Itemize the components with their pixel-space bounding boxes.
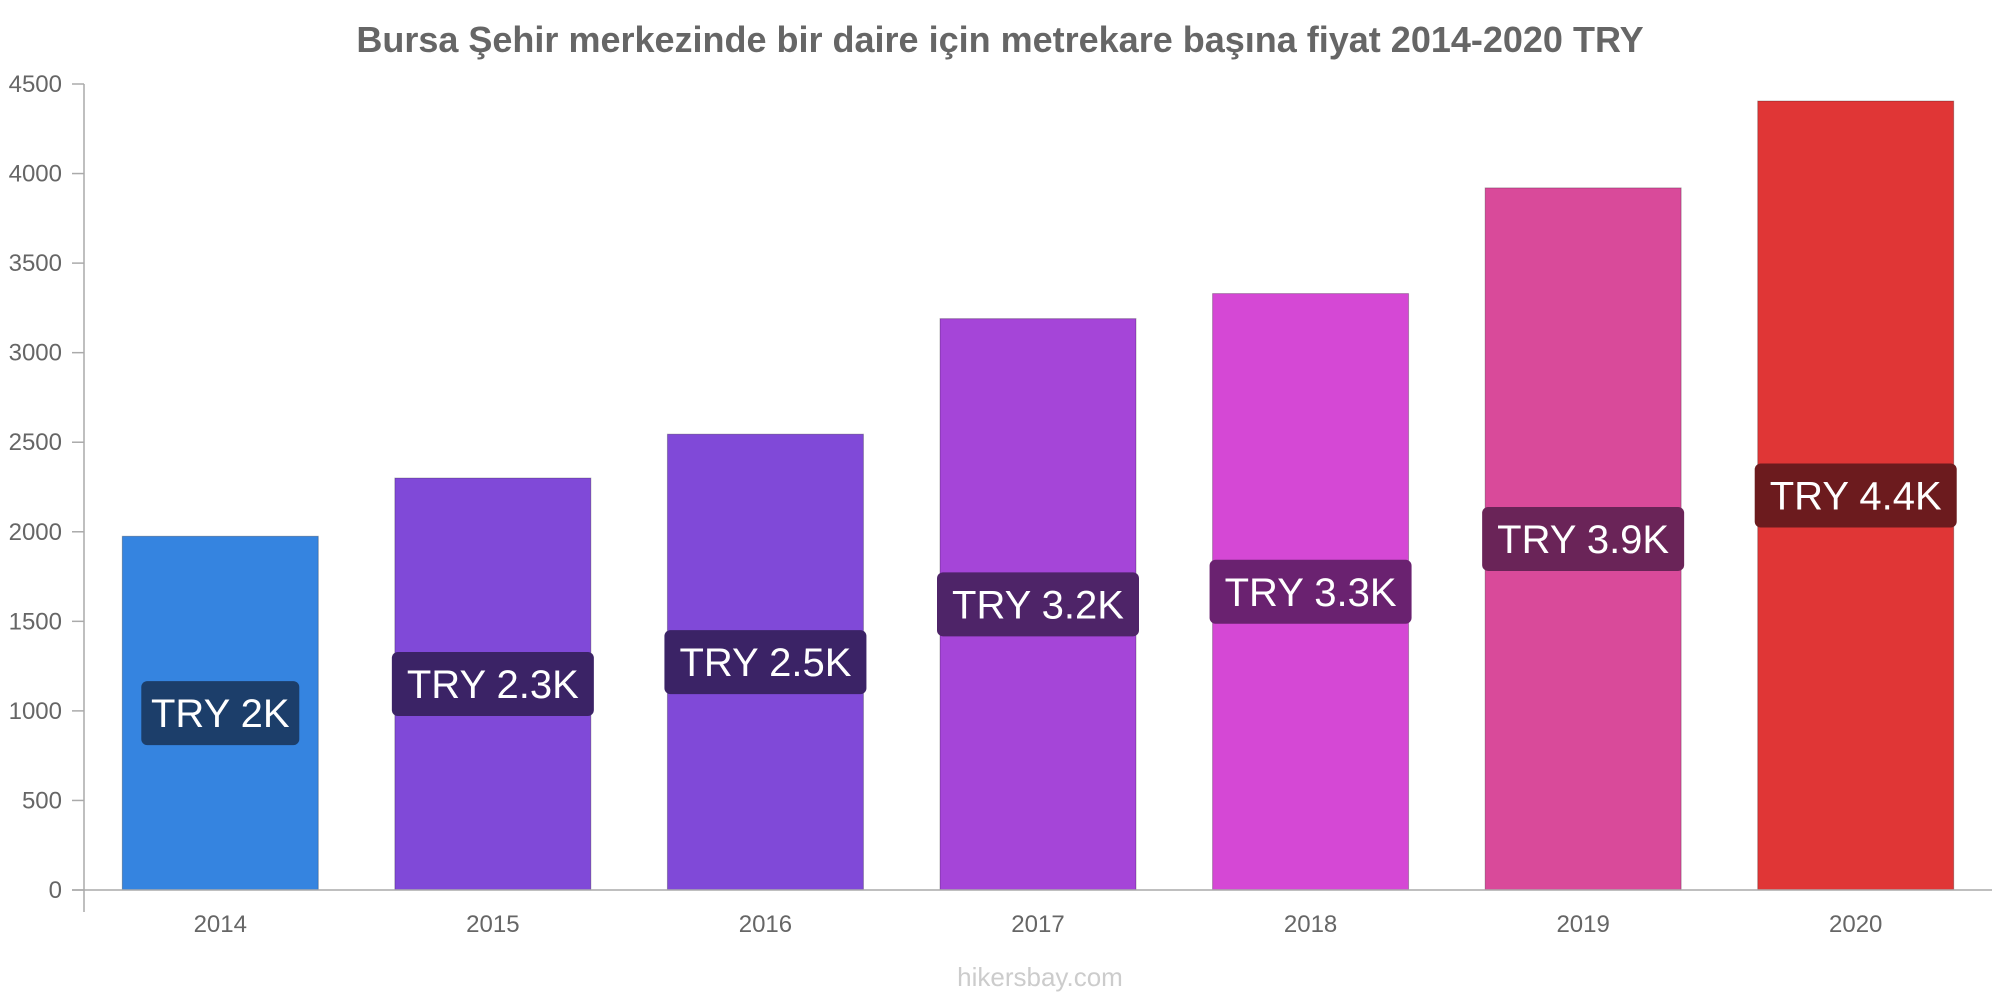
x-tick-label: 2016 <box>739 911 792 938</box>
x-tick-label: 2019 <box>1556 911 1609 938</box>
data-label: TRY 3.9K <box>1497 518 1669 562</box>
data-label-box <box>664 630 867 695</box>
y-tick-label: 3000 <box>9 340 62 367</box>
data-label-box <box>937 572 1139 637</box>
chart-title: Bursa Şehir merkezinde bir daire için me… <box>356 19 1643 60</box>
y-tick-label: 2500 <box>9 429 62 456</box>
y-tick-label: 1500 <box>9 608 62 635</box>
y-axis: 0 500 1000 1500 2000 2500 3000 3500 4000 4500 <box>9 71 85 912</box>
data-label: TRY 4.4K <box>1770 475 1942 519</box>
y-tick-label: 0 <box>49 877 62 904</box>
data-label-box <box>1754 463 1957 528</box>
x-tick-label: 2014 <box>194 911 247 938</box>
data-label: TRY 3.3K <box>1225 571 1397 615</box>
y-tick-label: 1000 <box>9 698 62 725</box>
x-tick-label: 2017 <box>1011 911 1064 938</box>
y-tick-label: 3500 <box>9 250 62 277</box>
y-tick-label: 2000 <box>9 519 62 546</box>
bars <box>121 100 1955 891</box>
data-labels: TRY 2K TRY 2.3K TRY 2.5K TRY 3.2K TRY 3.3K TR… <box>141 463 1957 746</box>
y-tick-label: 4000 <box>9 161 62 188</box>
data-label-box <box>141 681 300 746</box>
y-tick-label: 500 <box>22 787 62 814</box>
x-tick-label: 2018 <box>1284 911 1337 938</box>
watermark: hikersbay.com <box>957 962 1123 992</box>
data-label: TRY 2K <box>151 692 290 736</box>
data-label-box <box>1209 559 1412 624</box>
x-tick-label: 2020 <box>1829 911 1882 938</box>
data-label: TRY 3.2K <box>952 583 1124 627</box>
data-label-box <box>391 652 594 717</box>
data-label-box <box>1482 506 1685 571</box>
y-tick-label: 4500 <box>9 71 62 98</box>
data-label: TRY 2.5K <box>679 641 851 685</box>
x-axis: 2014 2015 2016 2017 2018 2019 2020 <box>72 889 1992 938</box>
x-tick-label: 2015 <box>466 911 519 938</box>
data-label: TRY 2.3K <box>407 663 579 707</box>
